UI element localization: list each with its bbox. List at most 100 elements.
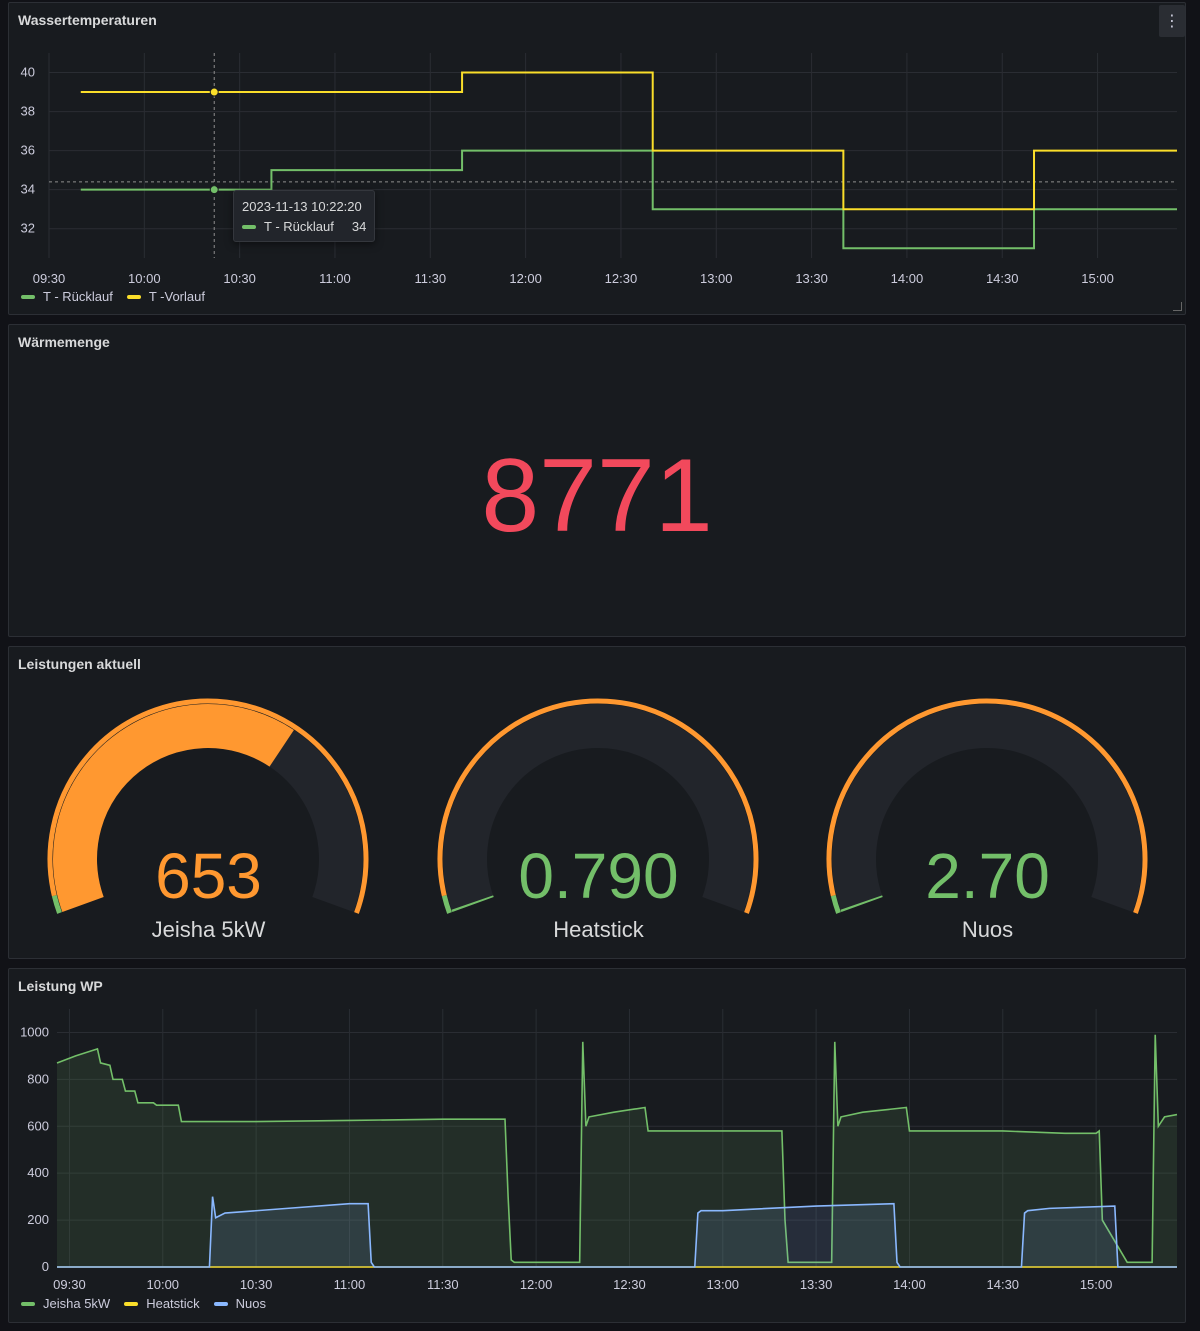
stat-value: 8771 — [481, 438, 713, 554]
legend-label: T -Vorlauf — [148, 289, 205, 304]
gauge-jeisha: 653 Jeisha 5kW — [36, 687, 381, 947]
gauge-label: Heatstick — [553, 917, 644, 942]
chart-legend: Jeisha 5kW Heatstick Nuos — [21, 1296, 266, 1311]
gauge-value: 653 — [155, 840, 262, 912]
x-tick-label: 14:00 — [893, 1277, 926, 1292]
legend-label: Jeisha 5kW — [43, 1296, 111, 1311]
tooltip-time: 2023-11-13 10:22:20 — [242, 199, 362, 214]
x-tick-label: 13:30 — [800, 1277, 833, 1292]
series-area — [57, 1034, 1177, 1267]
x-tick-label: 11:30 — [415, 271, 447, 286]
x-tick-label: 14:00 — [891, 271, 924, 286]
gauge-label: Nuos — [961, 917, 1014, 942]
legend-label: Heatstick — [146, 1296, 200, 1311]
legend-label: Nuos — [235, 1296, 267, 1311]
y-tick-label: 38 — [21, 104, 35, 119]
panel-title-wassertemperaturen: Wassertemperaturen — [18, 12, 157, 28]
series-line — [57, 1196, 1177, 1268]
gauge-fill — [53, 704, 294, 912]
gauge-track — [832, 704, 1142, 912]
hover-point — [209, 185, 219, 195]
x-tick-label: 11:30 — [427, 1277, 459, 1292]
panel-resize-handle[interactable] — [1173, 302, 1182, 311]
x-tick-label: 13:00 — [700, 271, 733, 286]
gauge-arc — [437, 698, 759, 914]
legend-swatch — [21, 294, 35, 299]
legend-swatch — [126, 294, 141, 299]
x-tick-label: 10:30 — [223, 271, 256, 286]
tooltip-swatch — [242, 224, 256, 229]
panel-title-leistung-wp: Leistung WP — [18, 978, 103, 994]
tooltip-value: 34 — [351, 219, 367, 234]
panel-title-waermemenge: Wärmemenge — [18, 334, 110, 350]
gauge-threshold-orange — [47, 698, 369, 914]
waermemenge-panel: Wärmemenge 8771 — [8, 324, 1186, 637]
legend-swatch — [213, 1301, 228, 1306]
y-tick-label: 800 — [27, 1071, 49, 1086]
x-tick-label: 13:30 — [795, 271, 828, 286]
gauge-fill — [840, 895, 883, 913]
legend-item-ruecklauf[interactable]: T - Rücklauf — [21, 289, 113, 304]
wassertemperaturen-chart[interactable]: 32 34 36 38 40 09:30 10:00 10:30 11:00 11:30 12:00… — [9, 43, 1185, 293]
chart-legend: T - Rücklauf T -Vorlauf — [21, 289, 205, 304]
leistung-wp-chart[interactable]: 0 200 400 600 800 1000 09:30 10:00 10:30 11:00 11:… — [9, 999, 1185, 1299]
series-line — [80, 149, 1177, 250]
x-tick-label: 15:00 — [1081, 271, 1114, 286]
gauge-threshold-green — [441, 895, 452, 914]
legend-item-nuos[interactable]: Nuos — [213, 1296, 267, 1311]
kebab-icon: ⋮ — [1164, 13, 1180, 30]
x-tick-label: 11:00 — [319, 271, 351, 286]
gauge-label: Jeisha 5kW — [151, 917, 266, 942]
leistung-wp-panel: Leistung WP 0 200 400 600 800 1000 09:30 10:00 1… — [8, 968, 1186, 1323]
tooltip-series: T - Rücklauf — [264, 219, 334, 234]
legend-item-heatstick[interactable]: Heatstick — [124, 1296, 200, 1311]
x-tick-label: 12:30 — [605, 271, 638, 286]
y-tick-label: 40 — [21, 65, 35, 80]
x-tick-label: 14:30 — [986, 271, 1019, 286]
legend-swatch — [124, 1301, 139, 1306]
panel-title-leistungen: Leistungen aktuell — [18, 656, 141, 672]
gauge-value: 0.790 — [518, 840, 679, 912]
gauge-track — [443, 704, 753, 912]
gauge-heatstick: 0.790 Heatstick — [426, 687, 771, 947]
x-tick-label: 12:30 — [613, 1277, 646, 1292]
leistungen-aktuell-panel: Leistungen aktuell 653 Jeisha 5kW 0.790 … — [8, 646, 1186, 959]
x-tick-label: 12:00 — [509, 271, 542, 286]
gauge-arc — [47, 698, 369, 914]
panel-menu-button[interactable]: ⋮ — [1159, 5, 1185, 37]
series-area — [57, 1196, 1177, 1267]
x-tick-label: 11:00 — [334, 1277, 366, 1292]
x-tick-label: 10:30 — [240, 1277, 273, 1292]
x-tick-label: 09:30 — [53, 1277, 86, 1292]
x-tick-label: 09:30 — [33, 271, 66, 286]
hover-point — [209, 87, 219, 97]
y-tick-label: 0 — [42, 1259, 49, 1274]
chart-tooltip: 2023-11-13 10:22:20 T - Rücklauf 34 — [233, 190, 376, 242]
x-tick-label: 14:30 — [987, 1277, 1020, 1292]
legend-swatch — [21, 1301, 35, 1306]
y-tick-label: 32 — [21, 221, 35, 236]
series-line — [80, 71, 1177, 211]
wassertemperaturen-panel: Wassertemperaturen ⋮ 32 34 36 38 40 09:30 10:0… — [8, 2, 1186, 315]
legend-label: T - Rücklauf — [43, 289, 113, 304]
x-tick-label: 13:00 — [707, 1277, 740, 1292]
y-tick-label: 200 — [27, 1212, 49, 1227]
x-tick-label: 15:00 — [1080, 1277, 1113, 1292]
gauge-threshold-orange — [437, 698, 759, 914]
gauge-value: 2.70 — [925, 840, 1050, 912]
gauge-threshold-green — [51, 895, 62, 914]
y-tick-label: 34 — [21, 182, 35, 197]
y-tick-label: 36 — [21, 143, 35, 158]
y-tick-label: 1000 — [20, 1024, 49, 1039]
legend-item-vorlauf[interactable]: T -Vorlauf — [126, 289, 205, 304]
gauge-arc — [826, 698, 1148, 914]
gauge-fill — [451, 895, 494, 913]
gauge-nuos: 2.70 Nuos — [815, 687, 1160, 947]
x-tick-label: 12:00 — [520, 1277, 553, 1292]
legend-item-jeisha[interactable]: Jeisha 5kW — [21, 1296, 110, 1311]
x-tick-label: 10:00 — [128, 271, 161, 286]
gauge-threshold-orange — [826, 698, 1148, 914]
y-tick-label: 400 — [27, 1165, 49, 1180]
gauge-threshold-green — [830, 895, 841, 914]
series-line — [56, 1034, 1178, 1264]
